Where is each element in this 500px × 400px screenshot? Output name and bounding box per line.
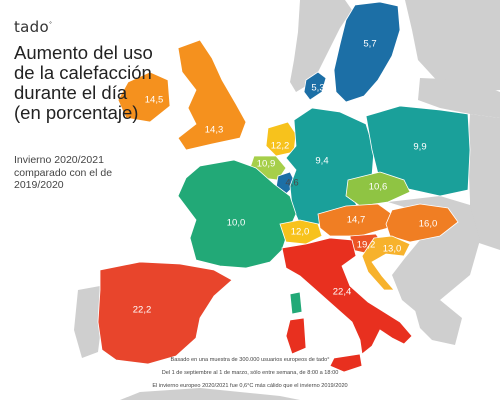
footnote-weather: El invierno europeo 2020/2021 fue 0,6°C … xyxy=(152,383,348,389)
label-united-kingdom: 14,3 xyxy=(205,125,224,136)
region-ireland xyxy=(117,71,171,123)
region-sweden xyxy=(333,1,401,103)
label-switzerland: 12,0 xyxy=(291,227,310,238)
region-sardinia xyxy=(285,317,307,355)
label-italy: 22,4 xyxy=(333,287,352,298)
region-sicily xyxy=(329,353,363,373)
brand-logo: tado° xyxy=(14,18,53,36)
region-switzerland xyxy=(279,219,323,245)
footnote-period: Del 1 de septiembre al 1 de marzo, sólo … xyxy=(161,370,339,376)
label-ireland: 14,5 xyxy=(145,95,164,106)
region-united-kingdom xyxy=(177,39,247,151)
region-france xyxy=(177,159,297,269)
region-denmark xyxy=(303,71,327,101)
label-croatia: 13,0 xyxy=(383,244,402,255)
label-denmark: 5,3 xyxy=(311,83,324,94)
label-czechia: 10,6 xyxy=(369,182,388,193)
map-subtitle: Invierno 2020/2021 comparado con el de 2… xyxy=(14,154,113,191)
region-poland xyxy=(365,105,471,197)
label-poland: 9,9 xyxy=(413,142,426,153)
label-luxembourg: 4,6 xyxy=(285,178,298,189)
label-spain: 22,2 xyxy=(133,305,152,316)
label-austria: 14,7 xyxy=(347,215,366,226)
label-hungary: 16,0 xyxy=(419,219,438,230)
label-belgium: 10,9 xyxy=(257,159,276,170)
label-slovenia: 19,2 xyxy=(357,240,376,251)
map-title: Aumento del uso de la calefacción durant… xyxy=(14,42,153,123)
region-croatia xyxy=(361,235,411,291)
label-germany: 9,4 xyxy=(315,156,328,167)
region-italy xyxy=(281,237,413,355)
region-hungary xyxy=(385,203,459,243)
region-corsica xyxy=(289,291,303,315)
label-sweden: 5,7 xyxy=(363,39,376,50)
label-france: 10,0 xyxy=(227,218,246,229)
footnote-sample: Basado en una muestra de 300.000 usuario… xyxy=(170,357,330,363)
label-netherlands: 12,2 xyxy=(271,141,290,152)
neutral-land xyxy=(74,0,500,400)
region-spain xyxy=(97,261,233,365)
region-czechia xyxy=(345,171,411,207)
value-labels: 5,7 5,3 14,5 14,3 12,2 10,9 4,6 9,4 9,9 … xyxy=(133,39,438,316)
